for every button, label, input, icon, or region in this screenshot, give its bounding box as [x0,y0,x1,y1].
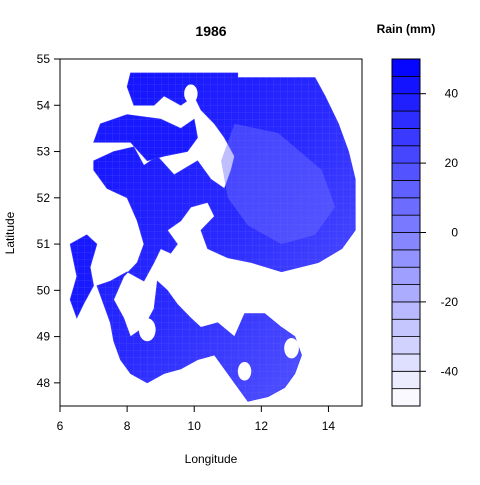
y-tick-label: 55 [37,52,51,66]
legend-swatch [391,180,421,199]
legend-swatch [391,388,421,407]
y-tick-label: 52 [37,191,51,205]
y-tick-label: 53 [37,145,51,159]
legend-swatch [391,93,421,112]
y-axis-label: Latitude [3,211,17,254]
legend-swatch [391,336,421,355]
dry-hole [138,318,156,342]
legend-swatch [391,58,421,77]
legend-swatch [391,214,421,233]
rain-region-grid [70,234,97,319]
legend-swatch [391,301,421,320]
legend-tick-label: 20 [445,156,459,170]
y-tick-label: 48 [37,376,51,390]
legend-swatch [391,232,421,251]
rain-region-grid [93,114,198,161]
legend-swatch [391,318,421,338]
legend-swatch [391,127,421,147]
y-tick-label: 51 [37,237,51,251]
x-tick-label: 10 [188,419,202,433]
x-tick-label: 12 [255,419,269,433]
legend-swatch [391,197,421,216]
legend-swatch [391,249,421,268]
rain-region-grid [93,72,356,402]
x-tick-label: 6 [57,419,64,433]
y-tick-label: 50 [37,283,51,297]
legend-tick-label: -20 [441,295,459,309]
y-tick-label: 54 [37,98,51,112]
legend-swatch [391,266,421,285]
x-axis-label: Longitude [185,452,238,466]
legend-swatch [391,75,421,95]
chart-title: 1986 [195,23,226,39]
contour-highlight [221,123,336,245]
legend-swatch [391,110,421,129]
legend-swatch [391,162,421,181]
legend-tick-label: 40 [445,87,459,101]
legend-swatch [391,353,421,372]
x-tick-label: 14 [322,419,336,433]
legend-swatch [391,370,421,390]
legend-title: Rain (mm) [377,22,436,36]
legend-tick-label: -40 [441,364,459,378]
dry-hole [184,84,198,103]
x-tick-label: 8 [124,419,131,433]
plot-frame [59,58,363,407]
legend-swatch [391,284,421,303]
dry-hole [237,362,252,381]
dry-hole [284,337,299,359]
legend-swatch [391,145,421,164]
legend-tick-label: 0 [451,226,458,240]
y-tick-label: 49 [37,330,51,344]
